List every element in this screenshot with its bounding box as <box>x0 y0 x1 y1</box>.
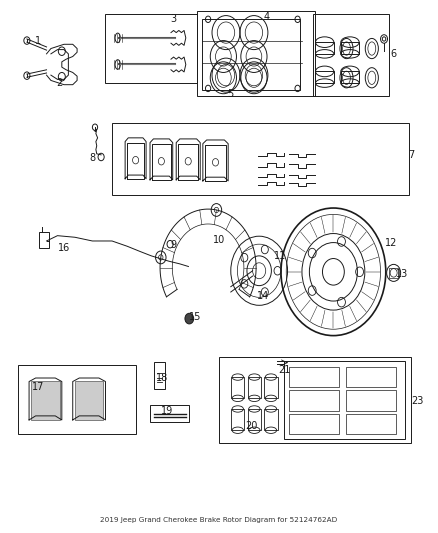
Text: 3: 3 <box>170 14 176 25</box>
Bar <box>265 377 278 398</box>
Bar <box>197 11 315 96</box>
Circle shape <box>185 313 194 324</box>
Bar <box>341 42 359 54</box>
Text: 4: 4 <box>264 12 270 22</box>
Bar <box>39 232 49 248</box>
Bar <box>75 381 103 419</box>
Bar <box>289 390 339 410</box>
Bar <box>106 14 197 83</box>
Text: 13: 13 <box>396 270 409 279</box>
Bar <box>265 409 278 430</box>
Bar <box>154 362 165 389</box>
Bar <box>289 414 339 434</box>
Text: 14: 14 <box>257 290 269 301</box>
Bar <box>248 377 261 398</box>
Text: 2019 Jeep Grand Cherokee Brake Rotor Diagram for 52124762AD: 2019 Jeep Grand Cherokee Brake Rotor Dia… <box>100 516 338 523</box>
Bar <box>346 414 396 434</box>
Bar <box>248 409 261 430</box>
Bar <box>112 123 409 195</box>
Bar <box>341 71 359 83</box>
Bar <box>31 381 60 419</box>
Bar <box>346 367 396 387</box>
Bar <box>389 268 398 278</box>
Text: 15: 15 <box>189 312 201 322</box>
Text: 11: 11 <box>274 251 286 261</box>
Bar <box>219 357 411 443</box>
Bar <box>18 365 136 434</box>
Text: 9: 9 <box>170 240 176 250</box>
Bar <box>315 42 334 54</box>
Text: 20: 20 <box>246 421 258 431</box>
Bar <box>285 361 405 439</box>
Bar <box>346 390 396 410</box>
Bar <box>289 367 339 387</box>
Text: 18: 18 <box>156 373 168 383</box>
Text: 16: 16 <box>58 243 70 253</box>
Bar <box>315 71 334 83</box>
Text: 23: 23 <box>411 396 424 406</box>
Text: 21: 21 <box>278 365 291 375</box>
Text: 2: 2 <box>57 78 63 88</box>
Text: 7: 7 <box>408 150 414 160</box>
Text: 17: 17 <box>32 382 44 392</box>
Text: 10: 10 <box>213 235 225 245</box>
Bar <box>313 14 389 96</box>
Bar <box>231 409 244 430</box>
Bar <box>150 405 189 422</box>
Text: 5: 5 <box>227 88 233 99</box>
Text: 12: 12 <box>385 238 398 247</box>
Text: 19: 19 <box>160 406 173 416</box>
Text: 6: 6 <box>391 49 397 59</box>
Bar <box>202 19 300 90</box>
Text: 1: 1 <box>35 36 41 45</box>
Bar <box>231 377 244 398</box>
Text: 8: 8 <box>89 152 95 163</box>
